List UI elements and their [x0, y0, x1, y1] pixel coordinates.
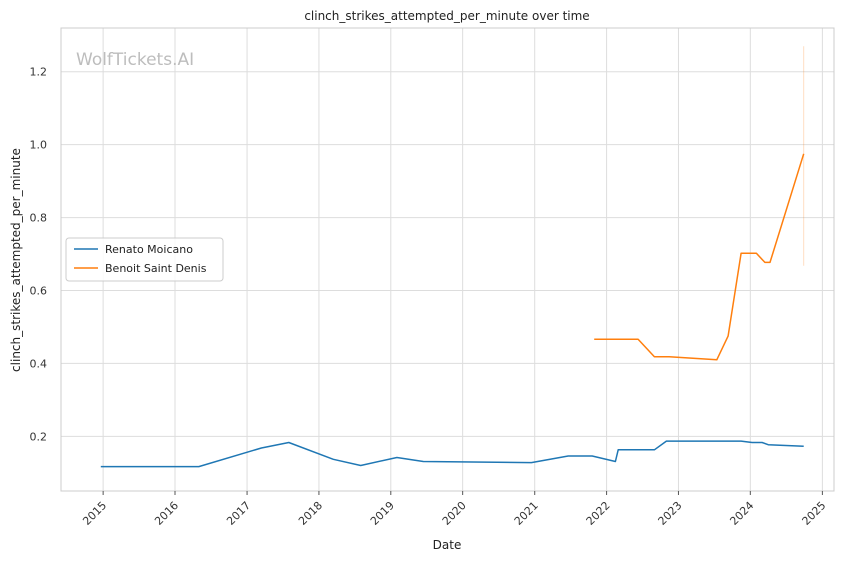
- legend-box: [65, 237, 224, 282]
- series-line: [100, 440, 804, 468]
- x-tick-label: 2017: [224, 499, 253, 528]
- x-tick-label: 2022: [584, 499, 613, 528]
- watermark: WolfTickets.AI: [76, 50, 194, 70]
- x-tick-label: 2020: [440, 499, 469, 528]
- y-axis-title: clinch_strikes_attempted_per_minute: [9, 148, 23, 372]
- legend-label: Renato Moicano: [105, 243, 193, 256]
- x-tick-label: 2016: [152, 499, 181, 528]
- x-tick-label: 2024: [727, 499, 756, 528]
- y-tick-labels: 0.2 0.4 0.6 0.8 1.0 1.2: [30, 66, 48, 444]
- y-tick-label: 0.2: [30, 430, 48, 443]
- x-tick-label: 2025: [800, 499, 829, 528]
- x-tick-label: 2018: [296, 499, 325, 528]
- y-tick-label: 1.0: [30, 139, 48, 152]
- chart-title: clinch_strikes_attempted_per_minute over…: [304, 9, 589, 23]
- plot-frame: [60, 27, 835, 492]
- y-tick-label: 0.8: [30, 212, 48, 225]
- x-axis-title: Date: [433, 538, 462, 552]
- x-tick-label: 2019: [368, 499, 397, 528]
- x-tick-label: 2015: [80, 499, 109, 528]
- y-tick-label: 1.2: [30, 66, 48, 79]
- y-tick-label: 0.4: [30, 357, 48, 370]
- x-tick-labels: 2015 2016 2017 2018 2019 2020 2021 2022 2023 2024…: [80, 491, 829, 528]
- legend: Renato Moicano Benoit Saint Denis: [65, 237, 224, 282]
- y-tick-label: 0.6: [30, 284, 48, 297]
- x-tick-label: 2023: [656, 499, 685, 528]
- series-layer: [100, 46, 805, 468]
- legend-label: Benoit Saint Denis: [105, 262, 207, 275]
- series-line: [594, 153, 805, 361]
- x-tick-label: 2021: [512, 499, 541, 528]
- grid: [61, 28, 834, 491]
